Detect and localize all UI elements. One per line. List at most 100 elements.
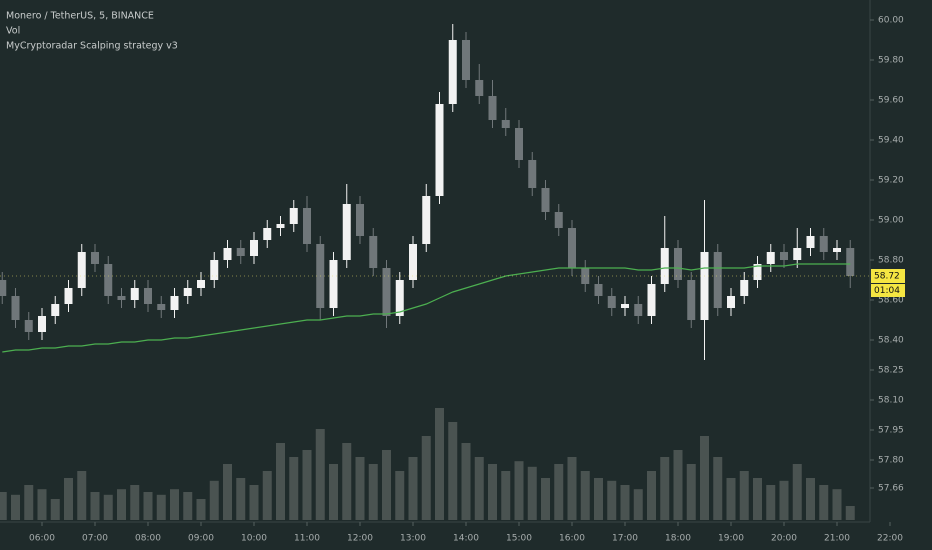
volume-bar xyxy=(342,443,352,520)
candle-body xyxy=(846,248,855,276)
volume-bar xyxy=(90,492,100,520)
candle-body xyxy=(462,40,470,80)
volume-bar xyxy=(103,494,113,520)
candle-body xyxy=(528,160,537,188)
x-tick-label: 17:00 xyxy=(612,534,638,544)
candle-body xyxy=(197,280,205,288)
candle-body xyxy=(342,204,351,260)
indicator-label: Vol xyxy=(6,26,20,37)
x-tick-label: 07:00 xyxy=(82,534,108,544)
candle-body xyxy=(475,80,484,96)
candle-body xyxy=(793,248,802,260)
volume-bar xyxy=(620,485,630,520)
volume-bar xyxy=(262,471,272,520)
volume-bar xyxy=(845,506,855,520)
volume-bar xyxy=(421,436,431,520)
x-tick-label: 20:00 xyxy=(771,534,797,544)
candle-body xyxy=(51,304,60,316)
volume-bar xyxy=(382,450,391,520)
volume-bar xyxy=(806,478,815,520)
volume-bar xyxy=(514,461,524,520)
candle-body xyxy=(183,288,192,296)
volume-bar xyxy=(117,489,126,520)
volume-bar xyxy=(50,499,60,520)
candle-body xyxy=(753,264,762,280)
volume-bar xyxy=(223,464,232,520)
candle-body xyxy=(594,284,603,296)
candle-body xyxy=(38,316,46,332)
candle-body xyxy=(77,252,86,288)
volume-bar xyxy=(501,471,511,520)
volume-bar xyxy=(448,422,458,520)
candle-body xyxy=(687,280,696,320)
x-tick-label: 08:00 xyxy=(135,534,161,544)
candle-body xyxy=(157,304,166,310)
volume-bar xyxy=(289,457,299,520)
candle-body xyxy=(91,252,99,264)
candle-body xyxy=(276,224,285,228)
candle-body xyxy=(435,104,444,196)
volume-bar xyxy=(832,489,842,520)
volume-bar xyxy=(541,478,550,520)
candle-body xyxy=(488,96,497,120)
y-tick-label: 59.80 xyxy=(878,56,904,66)
candle-body xyxy=(674,248,682,280)
volume-bar xyxy=(329,464,338,520)
volume-bar xyxy=(130,485,140,520)
candle-body xyxy=(448,40,457,104)
volume-bar xyxy=(368,464,378,520)
volume-bar xyxy=(24,485,34,520)
volume-bar xyxy=(792,464,802,520)
volume-bar xyxy=(143,492,153,520)
x-tick-label: 12:00 xyxy=(347,534,373,544)
candle-body xyxy=(607,296,616,308)
countdown-label: 01:04 xyxy=(874,286,900,296)
volume-bar xyxy=(315,429,325,520)
candle-body xyxy=(289,208,298,224)
candle-body xyxy=(395,280,404,316)
x-tick-label: 11:00 xyxy=(294,534,320,544)
candle-body xyxy=(409,244,417,280)
candle-body xyxy=(223,248,232,260)
volume-bar xyxy=(713,457,723,520)
candle-body xyxy=(700,252,709,320)
volume-bar xyxy=(673,450,683,520)
candle-body xyxy=(11,296,20,320)
candle-body xyxy=(329,260,338,308)
x-tick-label: 13:00 xyxy=(400,534,426,544)
candle-body xyxy=(382,268,391,316)
volume-bar xyxy=(686,464,696,520)
volume-bar xyxy=(11,494,20,520)
chart-title: Monero / TetherUS, 5, BINANCE xyxy=(6,11,154,22)
y-tick-label: 59.00 xyxy=(878,216,904,226)
candle-body xyxy=(806,236,815,248)
candle-body xyxy=(0,280,7,296)
y-tick-label: 59.20 xyxy=(878,176,904,186)
volume-bar xyxy=(554,464,564,520)
x-tick-label: 18:00 xyxy=(665,534,691,544)
x-tick-label: 15:00 xyxy=(506,534,532,544)
x-tick-label: 21:00 xyxy=(824,534,850,544)
x-tick-label: 14:00 xyxy=(453,534,479,544)
y-tick-label: 58.10 xyxy=(878,396,904,406)
candle-body xyxy=(104,264,113,296)
y-tick-label: 59.60 xyxy=(878,96,904,106)
y-tick-label: 59.40 xyxy=(878,136,904,146)
candle-body xyxy=(356,204,364,236)
candle-body xyxy=(727,296,735,308)
volume-bar xyxy=(170,489,179,520)
candle-body xyxy=(210,260,219,280)
candle-body xyxy=(766,252,775,264)
volume-bar xyxy=(580,471,590,520)
candle-body xyxy=(581,268,590,284)
candle-body xyxy=(740,280,749,296)
x-tick-label: 06:00 xyxy=(29,534,55,544)
volume-bar xyxy=(647,471,656,520)
x-tick-label: 10:00 xyxy=(241,534,267,544)
volume-bar xyxy=(37,489,47,520)
volume-bar xyxy=(594,478,603,520)
candle-body xyxy=(819,236,828,252)
candle-body xyxy=(515,128,523,160)
x-tick-label: 19:00 xyxy=(718,534,744,544)
volume-bar xyxy=(249,485,259,520)
